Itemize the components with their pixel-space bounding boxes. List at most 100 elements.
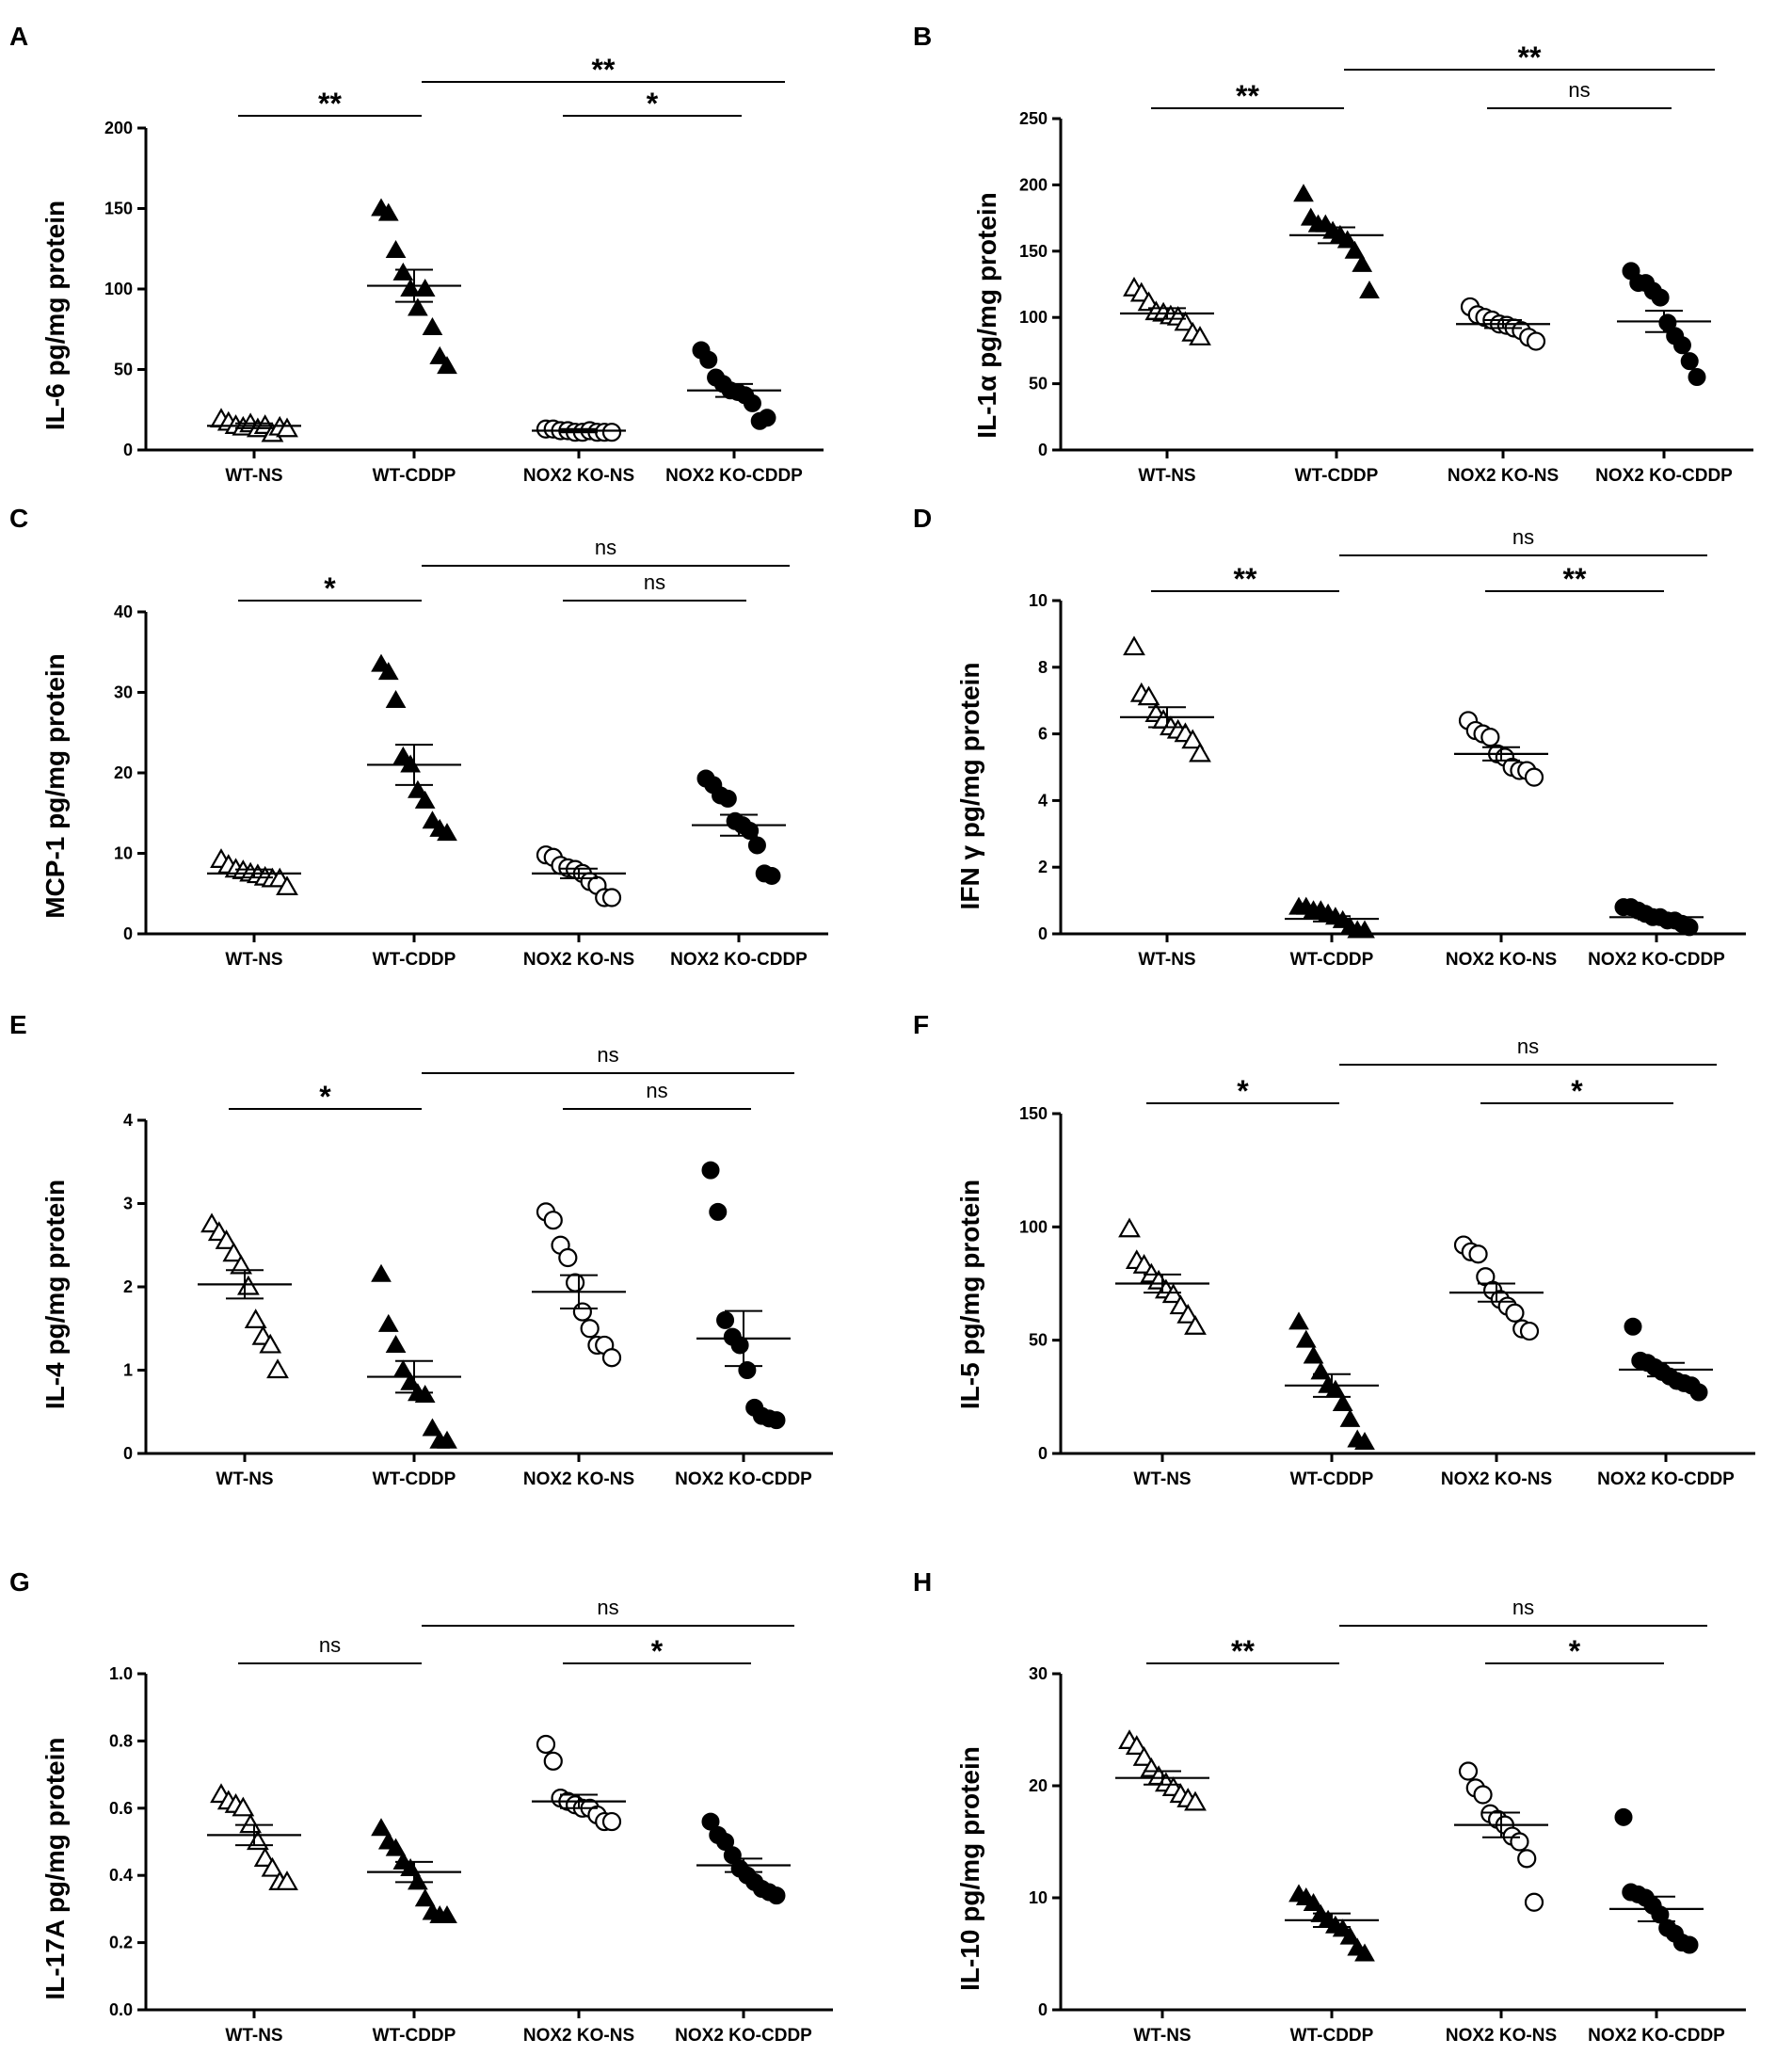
x-tick-label: NOX2 KO-NS — [523, 2026, 634, 2046]
data-point — [743, 393, 761, 412]
y-tick-label: 50 — [114, 361, 133, 379]
y-tick-label: 100 — [1019, 308, 1048, 327]
significance-label: * — [1237, 1074, 1249, 1108]
y-tick-label: 2 — [1038, 858, 1048, 876]
y-tick-label: 30 — [1029, 1664, 1048, 1683]
data-point — [1510, 1832, 1529, 1852]
data-point — [371, 1263, 392, 1282]
significance-label: ns — [595, 536, 616, 559]
x-tick-label: WT-CDDP — [1290, 950, 1374, 970]
data-point — [261, 1856, 284, 1877]
significance-label: ns — [1568, 78, 1590, 102]
y-tick-label: 0.4 — [109, 1866, 133, 1885]
panel-letter: F — [913, 1010, 929, 1039]
significance-label: ns — [1512, 525, 1534, 549]
y-tick-label: 10 — [1029, 1888, 1048, 1907]
significance-label: ns — [644, 570, 665, 594]
y-axis-label: IL-5 pg/mg protein — [955, 1180, 984, 1409]
x-tick-label: WT-NS — [216, 1469, 273, 1489]
data-point — [385, 1838, 407, 1856]
y-tick-label: 20 — [1029, 1776, 1048, 1795]
y-axis-label: IL-1α pg/mg protein — [972, 192, 1001, 438]
y-tick-label: 30 — [114, 683, 133, 702]
data-point — [437, 356, 457, 375]
data-point — [437, 823, 457, 842]
data-point — [408, 1871, 428, 1890]
y-tick-label: 0.2 — [109, 1934, 133, 1952]
data-point — [1359, 281, 1380, 299]
data-point — [601, 1348, 622, 1368]
x-tick-label: NOX2 KO-CDDP — [1588, 950, 1725, 970]
y-tick-label: 100 — [1019, 1217, 1048, 1236]
x-tick-label: NOX2 KO-CDDP — [1597, 1469, 1735, 1489]
y-tick-label: 1 — [123, 1361, 133, 1380]
data-point — [701, 1161, 720, 1180]
x-tick-label: WT-CDDP — [1295, 466, 1379, 486]
data-point — [558, 1247, 578, 1268]
y-tick-label: 1.0 — [109, 1664, 133, 1683]
data-point — [1651, 288, 1670, 307]
data-point — [377, 202, 399, 221]
y-tick-label: 150 — [1019, 242, 1048, 261]
panel-letter: G — [9, 1567, 30, 1597]
data-point — [437, 1430, 457, 1449]
data-point — [1354, 920, 1375, 939]
data-point — [385, 1334, 407, 1353]
data-point — [767, 1411, 786, 1430]
y-tick-label: 0 — [123, 441, 133, 459]
data-point — [230, 1254, 253, 1275]
data-point — [1118, 1217, 1141, 1238]
data-point — [232, 1796, 255, 1817]
data-point — [716, 1310, 735, 1329]
panel-d: D IFN γ pg/mg protein 0 2 4 6 8 10 WT-NS WT-CDDP N… — [913, 504, 1746, 970]
significance-label: ns — [597, 1043, 618, 1067]
significance-label: * — [1569, 1634, 1581, 1668]
y-axis-label: IL-17A pg/mg protein — [40, 1738, 70, 2000]
data-point — [236, 1275, 260, 1295]
significance-label: ** — [318, 87, 342, 120]
y-tick-label: 250 — [1019, 109, 1048, 128]
data-point — [601, 1811, 622, 1832]
y-tick-label: 0.6 — [109, 1799, 133, 1818]
data-point — [536, 1734, 556, 1755]
significance-label: * — [1571, 1074, 1583, 1108]
x-tick-label: NOX2 KO-NS — [523, 1469, 634, 1489]
data-point — [1137, 685, 1160, 706]
data-point — [276, 1870, 298, 1890]
significance-label: ** — [592, 53, 616, 87]
significance-label: * — [651, 1634, 664, 1668]
data-point — [253, 1847, 277, 1867]
data-point — [400, 1372, 421, 1390]
data-point — [699, 350, 718, 369]
data-point — [1184, 1790, 1207, 1811]
panel-h: H IL-10 pg/mg protein 0 10 20 30 WT-NS WT-CDDP N… — [913, 1567, 1746, 2046]
data-point — [392, 262, 414, 281]
data-point — [408, 779, 428, 798]
data-point — [1303, 1892, 1324, 1911]
significance-label: ** — [1234, 562, 1257, 596]
significance-label: ns — [1517, 1035, 1539, 1058]
data-point — [1614, 1807, 1633, 1826]
data-point — [1295, 1329, 1317, 1348]
data-point — [1344, 240, 1366, 259]
significance-label: * — [319, 1080, 331, 1114]
data-point — [1480, 728, 1500, 747]
data-point — [437, 1905, 457, 1924]
data-point — [718, 789, 737, 808]
data-point — [276, 875, 298, 896]
data-point — [1354, 1943, 1375, 1962]
y-tick-label: 150 — [1019, 1104, 1048, 1123]
data-point — [1352, 253, 1373, 272]
y-tick-label: 10 — [1029, 591, 1048, 610]
y-tick-label: 8 — [1038, 658, 1048, 677]
x-tick-label: NOX2 KO-CDDP — [675, 2026, 812, 2046]
data-point — [1517, 1849, 1537, 1869]
data-point — [377, 1313, 399, 1332]
data-point — [266, 1358, 289, 1379]
x-tick-label: NOX2 KO-NS — [1446, 2026, 1557, 2046]
panel-letter: A — [9, 22, 28, 51]
x-tick-label: WT-NS — [225, 466, 282, 486]
significance-label: ns — [319, 1633, 341, 1657]
data-point — [1524, 1892, 1544, 1912]
data-point — [1680, 1935, 1699, 1954]
